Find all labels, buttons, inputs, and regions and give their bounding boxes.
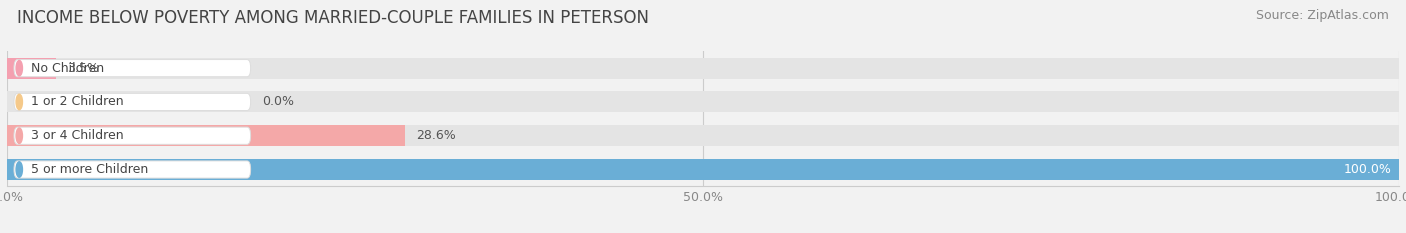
FancyBboxPatch shape [14, 93, 250, 110]
FancyBboxPatch shape [14, 127, 250, 144]
FancyBboxPatch shape [14, 60, 250, 77]
Bar [7, 125, 405, 146]
Text: 0.0%: 0.0% [262, 96, 294, 108]
Text: 100.0%: 100.0% [1344, 163, 1392, 176]
FancyBboxPatch shape [14, 161, 250, 178]
Text: INCOME BELOW POVERTY AMONG MARRIED-COUPLE FAMILIES IN PETERSON: INCOME BELOW POVERTY AMONG MARRIED-COUPL… [17, 9, 650, 27]
Text: 28.6%: 28.6% [416, 129, 456, 142]
Text: No Children: No Children [31, 62, 104, 75]
Bar [7, 159, 1399, 180]
Bar [7, 125, 1399, 146]
Bar [7, 58, 1399, 79]
Bar [7, 58, 56, 79]
Text: 5 or more Children: 5 or more Children [31, 163, 148, 176]
Circle shape [15, 128, 22, 144]
Text: 3.5%: 3.5% [67, 62, 98, 75]
Text: 3 or 4 Children: 3 or 4 Children [31, 129, 124, 142]
Circle shape [15, 162, 22, 177]
Bar [7, 92, 1399, 112]
Bar [7, 159, 1399, 180]
Circle shape [15, 60, 22, 76]
Text: 1 or 2 Children: 1 or 2 Children [31, 96, 124, 108]
Text: Source: ZipAtlas.com: Source: ZipAtlas.com [1256, 9, 1389, 22]
Circle shape [15, 94, 22, 110]
